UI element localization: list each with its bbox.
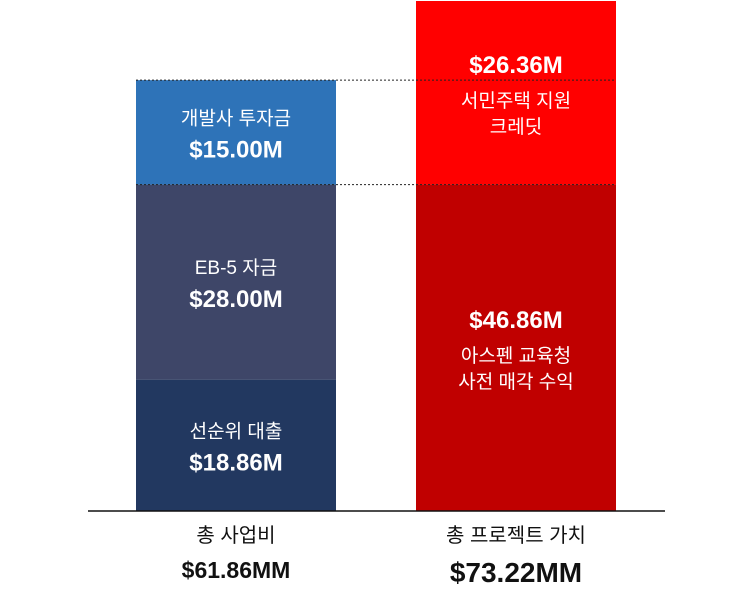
- bar-segment-0-0: [136, 379, 336, 511]
- category-label-1: 총 프로젝트 가치: [446, 524, 586, 547]
- segment-value-0-2: $15.00M: [189, 136, 282, 163]
- bar-segment-1-1: [416, 1, 616, 185]
- segment-value-0-0: $18.86M: [189, 449, 282, 476]
- bar-segment-0-1: [136, 184, 336, 380]
- category-total-0: $61.86MM: [182, 557, 291, 583]
- segment-value-1-1: $26.36M: [469, 52, 562, 79]
- category-label-0: 총 사업비: [196, 524, 275, 547]
- bars-layer: [136, 1, 616, 511]
- segment-label-0-1: EB-5 자금: [195, 257, 277, 279]
- category-total-1: $73.22MM: [450, 557, 582, 588]
- segment-label-1-1: 서민주택 지원 크레딧: [461, 90, 571, 138]
- segment-value-1-0: $46.86M: [469, 307, 562, 334]
- segment-label-1-0: 아스펜 교육청 사전 매각 수익: [458, 345, 573, 393]
- labels-layer: 선순위 대출 $18.86M EB-5 자금 $28.00M 개발사 투자금 $15.00…: [181, 52, 586, 588]
- segment-value-0-1: $28.00M: [189, 286, 282, 313]
- bar-segment-0-2: [136, 80, 336, 185]
- guide-lines-layer: [136, 79, 616, 186]
- bar-segment-1-0: [416, 184, 616, 511]
- segment-label-0-0: 선순위 대출: [190, 420, 283, 442]
- segment-label-0-2: 개발사 투자금: [181, 107, 291, 129]
